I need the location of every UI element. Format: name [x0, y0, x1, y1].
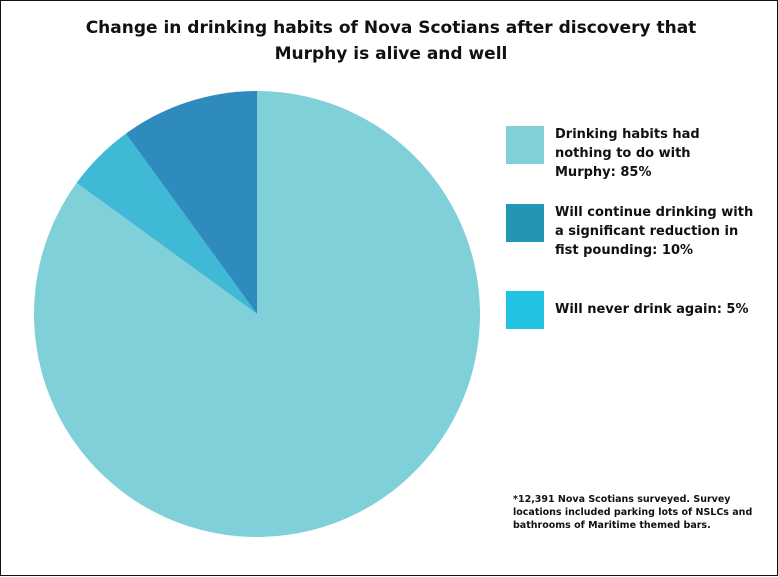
- survey-footnote: *12,391 Nova Scotians surveyed. Survey l…: [513, 494, 753, 531]
- pie-slice-reduced-fist-pounding: [125, 91, 257, 314]
- legend-label-reduced-fist-pounding: Will continue drinking with a significan…: [555, 205, 754, 258]
- legend-label-nothing-to-do: Drinking habits had nothing to do with M…: [555, 127, 700, 180]
- chart-title: Change in drinking habits of Nova Scotia…: [85, 18, 697, 64]
- legend-swatch-nothing-to-do: [506, 126, 544, 164]
- legend-item-reduced-fist-pounding: Will continue drinking with a significan…: [506, 203, 755, 260]
- legend-item-nothing-to-do: Drinking habits had nothing to do with M…: [506, 125, 755, 182]
- pie-slice-never-drink-again: [76, 133, 258, 314]
- legend-label-never-drink-again: Will never drink again: 5%: [555, 302, 749, 317]
- legend-swatch-reduced-fist-pounding: [506, 204, 544, 242]
- legend-item-never-drink-again: Will never drink again: 5%: [506, 290, 755, 329]
- legend-swatch-never-drink-again: [506, 291, 544, 329]
